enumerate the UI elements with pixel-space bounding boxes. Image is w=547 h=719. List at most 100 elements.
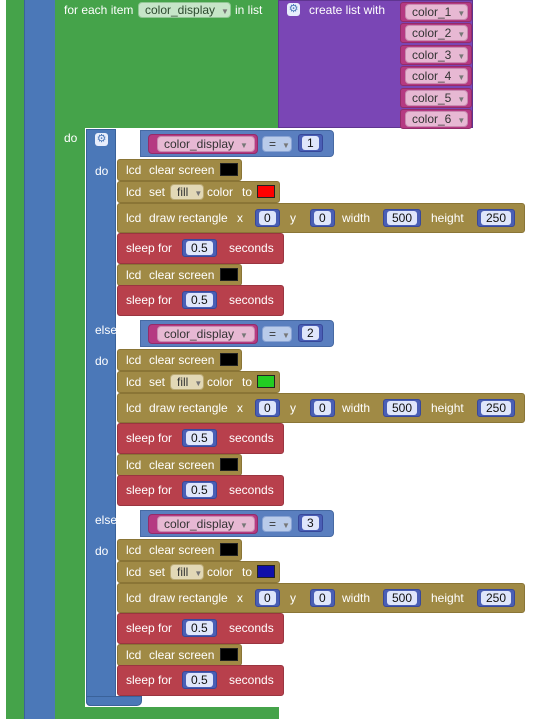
fill-mode-dropdown[interactable]: fill ▼ xyxy=(170,564,204,580)
clear-color-swatch[interactable] xyxy=(220,353,238,366)
width-label: width xyxy=(342,401,371,415)
rect-width-input[interactable]: 500 xyxy=(383,209,422,227)
sleep-duration-input[interactable]: 0.5 xyxy=(182,671,217,689)
lcd-clear-screen-block[interactable] xyxy=(117,539,242,561)
chevron-down-icon: ▼ xyxy=(457,30,466,40)
clear-color-swatch[interactable] xyxy=(220,163,238,176)
gear-icon[interactable]: ⚙ xyxy=(287,3,300,16)
condition-value[interactable]: 3 xyxy=(298,514,323,532)
y-label: y xyxy=(290,401,296,415)
x-label: x xyxy=(237,591,243,605)
rect-width-input-value: 500 xyxy=(387,401,418,415)
condition-variable-dropdown[interactable]: color_display ▼ xyxy=(157,326,255,342)
seconds-label: seconds xyxy=(229,673,274,687)
list-item-dropdown[interactable]: color_4 ▼ xyxy=(405,68,468,85)
comparison-operator-dropdown-label: = xyxy=(269,517,277,531)
chevron-down-icon: ▼ xyxy=(194,569,203,578)
condition-variable-dropdown[interactable]: color_display ▼ xyxy=(157,516,255,532)
comparison-operator-dropdown[interactable]: = ▼ xyxy=(262,326,292,342)
color-label: color xyxy=(207,185,234,199)
rect-width-input[interactable]: 500 xyxy=(383,399,422,417)
rect-width-input[interactable]: 500 xyxy=(383,589,422,607)
lcd-label: lcd xyxy=(126,591,142,605)
rect-y-input[interactable]: 0 xyxy=(310,589,335,607)
foreach-label: for each item xyxy=(64,3,134,17)
sleep-duration-input[interactable]: 0.5 xyxy=(182,429,217,447)
list-item-dropdown-label: color_4 xyxy=(412,69,452,84)
fill-mode-dropdown[interactable]: fill ▼ xyxy=(170,184,204,200)
condition-variable-dropdown[interactable]: color_display ▼ xyxy=(157,136,255,152)
list-item-dropdown[interactable]: color_2 ▼ xyxy=(405,25,468,42)
foreach-block[interactable] xyxy=(55,0,279,128)
sleep-duration-input[interactable]: 0.5 xyxy=(182,619,217,637)
clear-screen-label: clear screen xyxy=(149,458,215,472)
foreach-bottom-cap xyxy=(55,707,279,719)
sleep-duration-input-value: 0.5 xyxy=(186,293,213,307)
sleep-duration-input[interactable]: 0.5 xyxy=(182,239,217,257)
fill-mode-dropdown[interactable]: fill ▼ xyxy=(170,374,204,390)
list-item-dropdown[interactable]: color_3 ▼ xyxy=(405,46,468,63)
comparison-operator-dropdown[interactable]: = ▼ xyxy=(262,516,292,532)
sleep-duration-input-value: 0.5 xyxy=(186,431,213,445)
sleep-for-label: sleep for xyxy=(126,621,173,635)
chevron-down-icon: ▼ xyxy=(194,379,203,388)
lcd-label: lcd xyxy=(126,211,142,225)
to-label: to xyxy=(242,565,253,579)
rect-y-input[interactable]: 0 xyxy=(310,399,335,417)
rect-height-input[interactable]: 250 xyxy=(477,209,516,227)
sleep-duration-input-value: 0.5 xyxy=(186,673,213,687)
sleep-for-label: sleep for xyxy=(126,293,173,307)
y-label: y xyxy=(290,211,296,225)
fill-color-swatch[interactable] xyxy=(257,185,275,198)
chevron-down-icon: ▼ xyxy=(457,73,466,83)
height-label: height xyxy=(431,401,464,415)
draw-rectangle-label: draw rectangle xyxy=(149,211,228,225)
foreach-spine xyxy=(55,128,85,708)
gear-icon[interactable]: ⚙ xyxy=(95,133,108,146)
foreach-variable-label: color_display xyxy=(145,3,216,17)
lcd-clear-screen-block[interactable] xyxy=(117,349,242,371)
chevron-down-icon: ▼ xyxy=(457,51,466,61)
rect-x-input[interactable]: 0 xyxy=(255,589,280,607)
rect-y-input[interactable]: 0 xyxy=(310,209,335,227)
chevron-down-icon: ▼ xyxy=(221,7,229,16)
list-item-dropdown-label: color_3 xyxy=(412,47,452,62)
rect-height-input[interactable]: 250 xyxy=(477,589,516,607)
clear-color-swatch[interactable] xyxy=(220,458,238,471)
clear-screen-label: clear screen xyxy=(149,648,215,662)
rect-x-input[interactable]: 0 xyxy=(255,209,280,227)
clear-color-swatch[interactable] xyxy=(220,648,238,661)
list-item-dropdown[interactable]: color_6 ▼ xyxy=(405,111,468,127)
seconds-label: seconds xyxy=(229,241,274,255)
sleep-block[interactable] xyxy=(117,475,284,506)
foreach-variable-dropdown[interactable]: color_display ▼ xyxy=(138,2,231,18)
sleep-for-label: sleep for xyxy=(126,241,173,255)
condition-value-value: 2 xyxy=(302,326,319,340)
rect-x-input-value: 0 xyxy=(259,211,276,225)
to-label: to xyxy=(242,375,253,389)
rect-height-input-value: 250 xyxy=(481,401,512,415)
lcd-clear-screen-block[interactable] xyxy=(117,159,242,181)
width-label: width xyxy=(342,591,371,605)
condition-value-value: 3 xyxy=(302,516,319,530)
sleep-duration-input[interactable]: 0.5 xyxy=(182,481,217,499)
rect-width-input-value: 500 xyxy=(387,211,418,225)
comparison-operator-dropdown-label: = xyxy=(269,327,277,341)
rect-y-input-value: 0 xyxy=(314,591,331,605)
condition-value[interactable]: 1 xyxy=(298,134,323,152)
comparison-operator-dropdown[interactable]: = ▼ xyxy=(262,136,292,152)
fill-color-swatch[interactable] xyxy=(257,375,275,388)
rect-height-input[interactable]: 250 xyxy=(477,399,516,417)
condition-value-value: 1 xyxy=(302,136,319,150)
fill-color-swatch[interactable] xyxy=(257,565,275,578)
rect-x-input[interactable]: 0 xyxy=(255,399,280,417)
clear-color-swatch[interactable] xyxy=(220,268,238,281)
chevron-down-icon: ▼ xyxy=(194,189,203,198)
height-label: height xyxy=(431,591,464,605)
list-item-dropdown[interactable]: color_5 ▼ xyxy=(405,89,468,106)
list-item-dropdown[interactable]: color_1 ▼ xyxy=(405,4,468,20)
height-label: height xyxy=(431,211,464,225)
condition-value[interactable]: 2 xyxy=(298,324,323,342)
clear-color-swatch[interactable] xyxy=(220,543,238,556)
sleep-duration-input[interactable]: 0.5 xyxy=(182,291,217,309)
